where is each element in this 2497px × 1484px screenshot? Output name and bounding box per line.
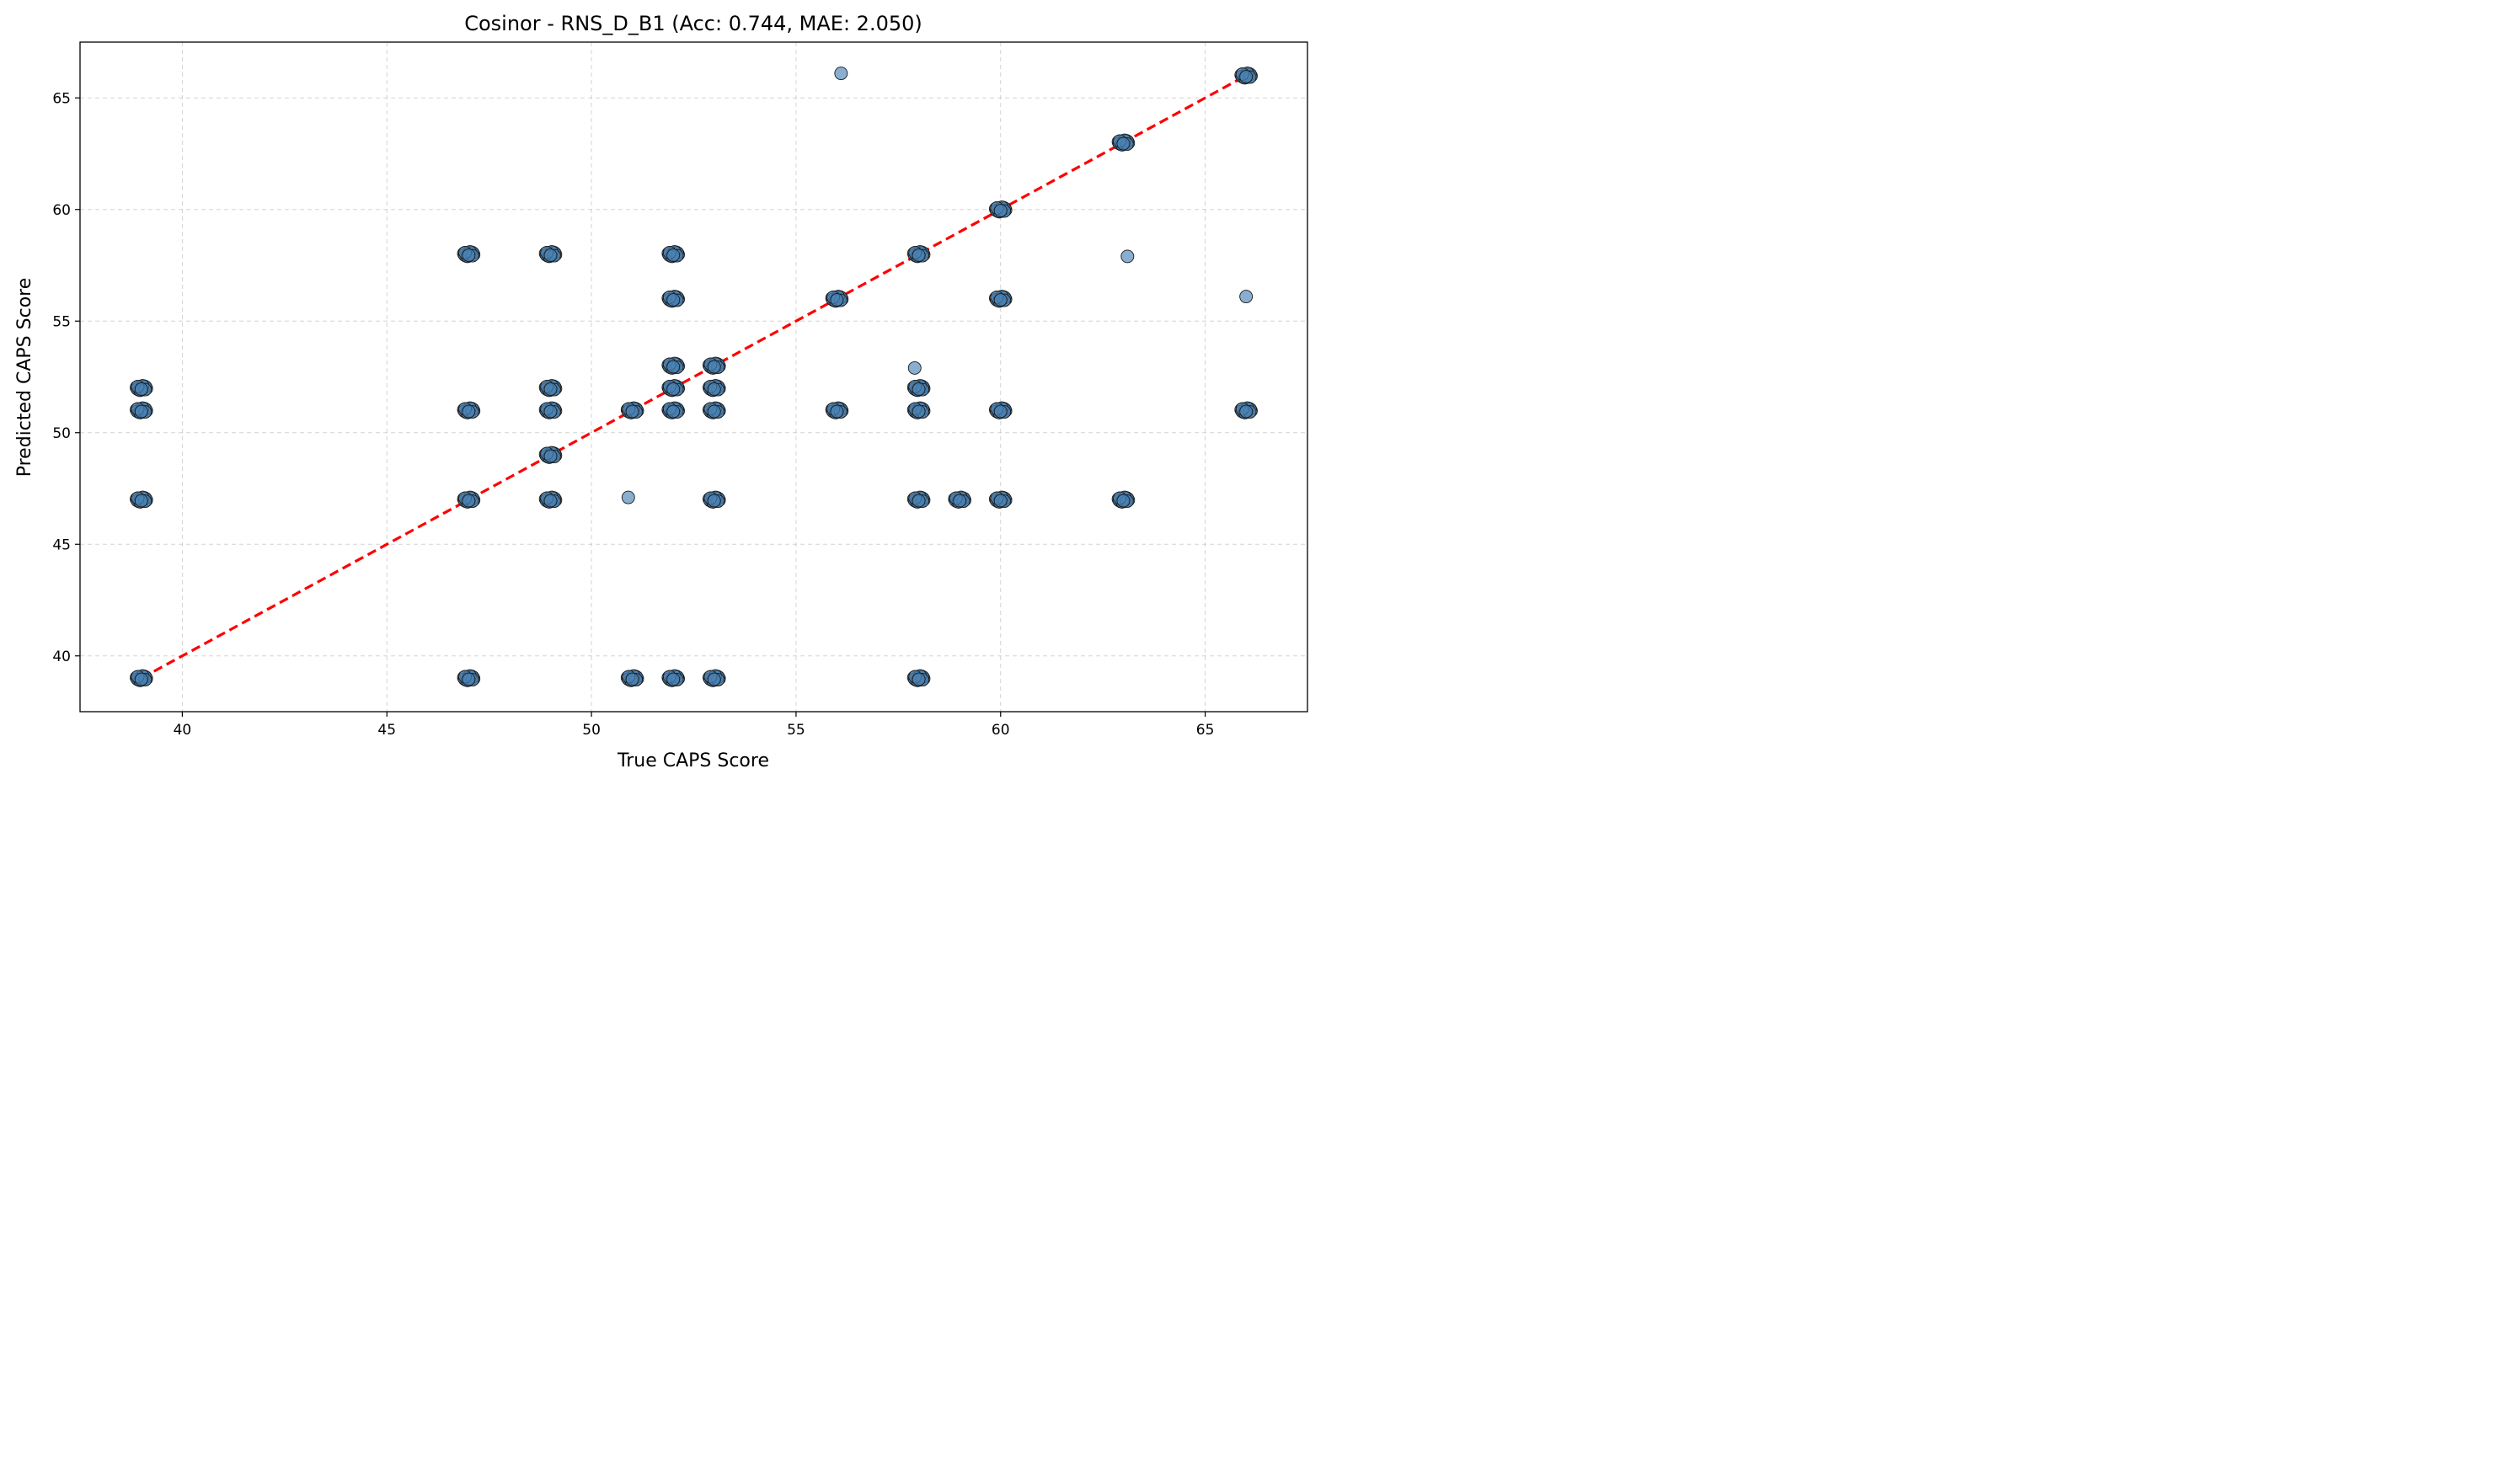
data-point bbox=[625, 672, 639, 686]
x-tick-label: 50 bbox=[582, 722, 601, 739]
data-point bbox=[543, 404, 558, 419]
data-point bbox=[912, 404, 926, 419]
y-tick-label: 60 bbox=[52, 202, 71, 219]
data-point bbox=[134, 404, 148, 419]
identity-line bbox=[141, 74, 1247, 680]
axis-ticks: 40 45 50 55 60 65 40 45 50 55 60 65 bbox=[52, 90, 1214, 739]
data-point bbox=[134, 494, 148, 508]
data-point bbox=[993, 404, 1008, 419]
plot-frame bbox=[79, 41, 1308, 713]
data-point bbox=[134, 382, 148, 397]
data-point bbox=[993, 293, 1008, 307]
data-point bbox=[543, 449, 558, 463]
data-point bbox=[462, 672, 476, 686]
data-point bbox=[830, 293, 844, 307]
data-point bbox=[707, 382, 721, 397]
y-tick-label: 65 bbox=[52, 90, 71, 107]
data-point bbox=[707, 360, 721, 374]
data-point bbox=[666, 248, 681, 263]
data-point bbox=[1116, 494, 1131, 508]
data-point bbox=[621, 490, 635, 504]
data-point bbox=[1120, 249, 1135, 264]
grid bbox=[80, 42, 1307, 712]
data-point bbox=[912, 494, 926, 508]
data-point bbox=[666, 404, 681, 419]
data-point bbox=[1239, 290, 1254, 304]
data-point bbox=[1116, 136, 1131, 151]
y-axis-label: Predicted CAPS Score bbox=[14, 278, 35, 478]
x-tick-label: 40 bbox=[174, 722, 192, 739]
data-point bbox=[543, 382, 558, 397]
data-point bbox=[953, 494, 967, 508]
data-point bbox=[912, 248, 926, 263]
x-tick-label: 60 bbox=[992, 722, 1010, 739]
x-tick-label: 55 bbox=[787, 722, 805, 739]
data-point bbox=[912, 672, 926, 686]
chart-title: Cosinor - RNS_D_B1 (Acc: 0.744, MAE: 2.0… bbox=[464, 12, 922, 35]
data-point bbox=[462, 494, 476, 508]
y-tick-label: 45 bbox=[52, 536, 71, 553]
y-tick-label: 40 bbox=[52, 649, 71, 665]
data-point bbox=[707, 494, 721, 508]
data-point bbox=[830, 404, 844, 419]
data-point bbox=[834, 67, 848, 81]
data-point bbox=[462, 404, 476, 419]
data-point bbox=[543, 494, 558, 508]
data-point bbox=[462, 248, 476, 263]
reference-line-layer bbox=[141, 74, 1247, 680]
data-point bbox=[707, 672, 721, 686]
data-point bbox=[993, 204, 1008, 218]
data-point bbox=[666, 293, 681, 307]
data-point bbox=[993, 494, 1008, 508]
y-tick-label: 55 bbox=[52, 313, 71, 330]
data-point bbox=[1239, 404, 1254, 419]
points bbox=[130, 67, 1258, 687]
data-point bbox=[666, 360, 681, 374]
y-tick-label: 50 bbox=[52, 425, 71, 442]
scatter-chart: 40 45 50 55 60 65 40 45 50 55 60 65 Cosinor - RNS_D… bbox=[14, 12, 1308, 771]
data-point bbox=[134, 672, 148, 686]
data-point bbox=[666, 382, 681, 397]
data-point bbox=[1239, 70, 1254, 84]
x-tick-label: 65 bbox=[1196, 722, 1215, 739]
data-point bbox=[707, 404, 721, 419]
data-point bbox=[625, 404, 639, 419]
data-point bbox=[907, 360, 922, 375]
data-point bbox=[666, 672, 681, 686]
x-tick-label: 45 bbox=[377, 722, 396, 739]
data-point bbox=[912, 382, 926, 397]
x-axis-label: True CAPS Score bbox=[617, 750, 769, 771]
data-point bbox=[543, 248, 558, 263]
